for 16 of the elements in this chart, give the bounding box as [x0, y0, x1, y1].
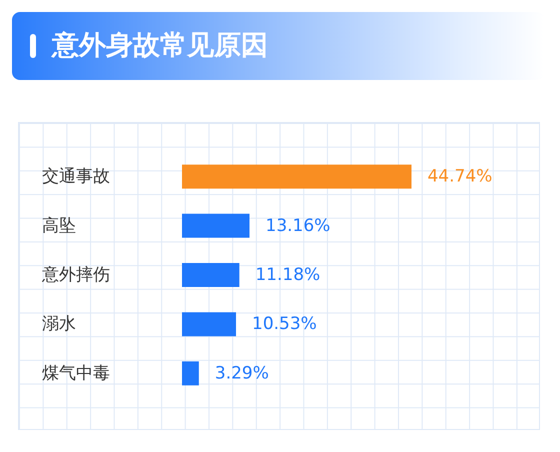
- data-label: 10.53%: [252, 314, 317, 334]
- data-label: 13.16%: [266, 216, 330, 236]
- bar: [182, 361, 199, 386]
- y-tick-label: 意外摔伤: [41, 265, 110, 285]
- y-tick-label: 交通事故: [42, 166, 110, 187]
- y-tick-label: 高坠: [42, 216, 76, 236]
- y-tick-label: 溺水: [42, 314, 76, 334]
- bar: [182, 214, 250, 238]
- bar: [182, 312, 236, 336]
- data-label: 3.29%: [214, 363, 269, 384]
- data-label: 11.18%: [255, 265, 320, 285]
- chart-title: 意外身故常见原因: [52, 29, 268, 63]
- bar: [182, 164, 412, 189]
- data-label: 44.74%: [427, 166, 492, 187]
- y-tick-label: 煤气中毒: [42, 363, 110, 384]
- bar: [182, 263, 240, 287]
